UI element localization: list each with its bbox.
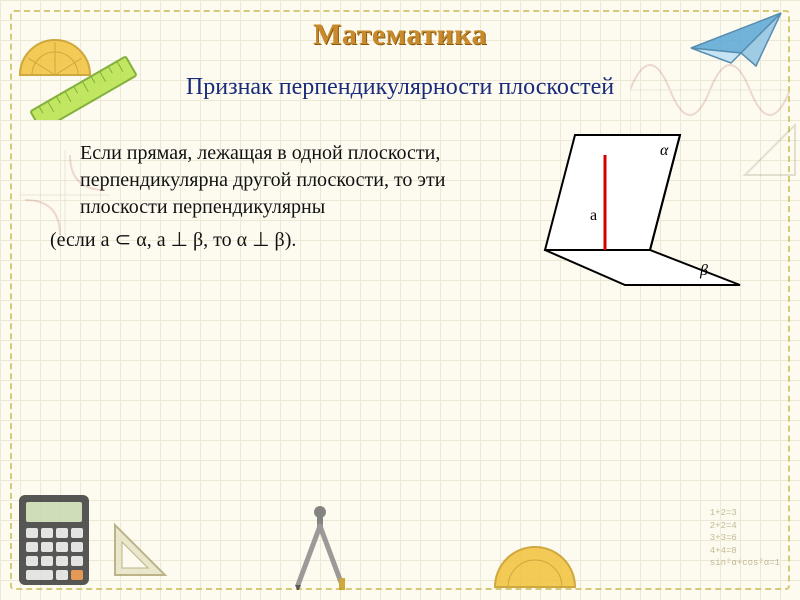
label-a: a — [590, 207, 597, 224]
bg-formulas: 1+2=3 2+2=4 3+3=6 4+4=8 sin²α+cos²α=1 — [710, 507, 780, 570]
compass-icon — [280, 500, 360, 590]
set-square-icon — [110, 520, 170, 580]
plane-beta — [545, 250, 740, 285]
paper-plane-icon — [686, 8, 786, 72]
calculator-icon — [14, 490, 94, 590]
label-alpha: α — [660, 142, 669, 159]
body-text: Если прямая, лежащая в одной плоскости, … — [50, 140, 520, 260]
protractor-icon — [490, 542, 580, 592]
planes-diagram: α β a — [530, 120, 750, 310]
label-beta: β — [699, 262, 708, 279]
theorem-formula: (если a ⊂ α, a ⊥ β, то α ⊥ β). — [50, 227, 520, 254]
theorem-text: Если прямая, лежащая в одной плоскости, … — [50, 140, 520, 221]
protractor-ruler-icon — [10, 20, 140, 120]
triangle-faint-icon — [740, 120, 800, 180]
